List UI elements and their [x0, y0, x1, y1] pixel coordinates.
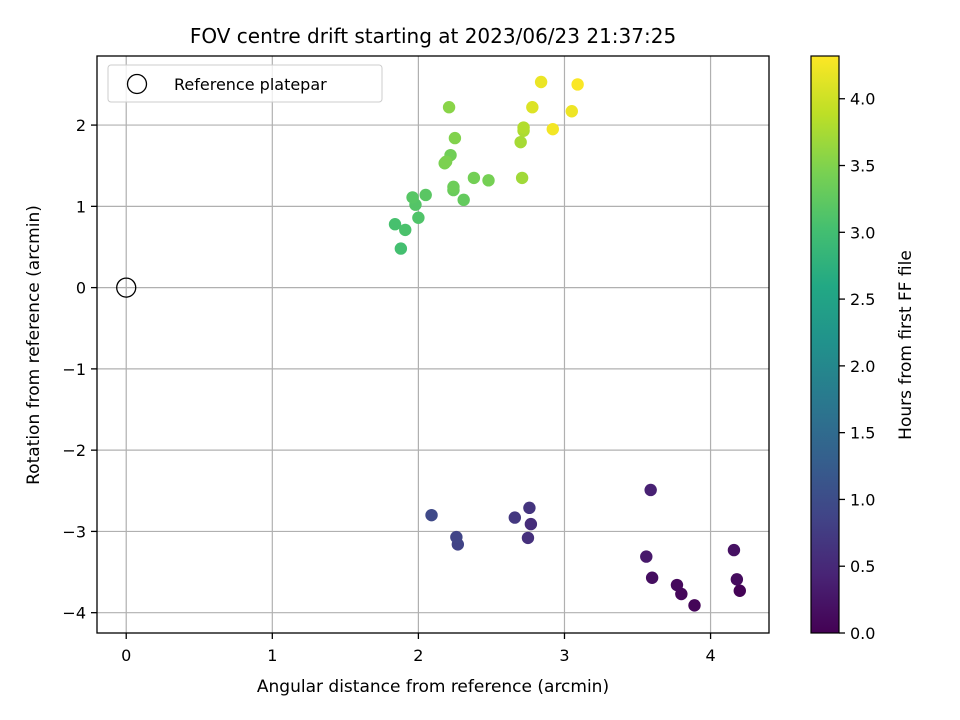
legend-label: Reference platepar [174, 75, 327, 94]
colorbar-tick-label: 3.5 [850, 157, 875, 176]
data-point [394, 242, 408, 255]
data-point [730, 573, 744, 586]
data-points [388, 75, 746, 612]
data-point [645, 571, 659, 584]
colorbar-tick-label: 0.0 [850, 624, 875, 643]
data-point [571, 78, 584, 91]
x-tick-label: 3 [559, 646, 569, 665]
data-point [399, 223, 412, 237]
data-point [442, 100, 456, 114]
data-point [526, 100, 539, 114]
data-point [688, 599, 701, 612]
y-axis-label: Rotation from reference (arcmin) [24, 205, 44, 485]
x-tick-label: 4 [705, 646, 715, 665]
data-point [534, 75, 548, 89]
colorbar-tick-label: 2.0 [850, 357, 875, 376]
data-point [457, 193, 470, 207]
data-point [521, 531, 535, 545]
data-point [524, 517, 538, 531]
data-point [644, 483, 657, 497]
chart-title: FOV centre drift starting at 2023/06/23 … [190, 24, 676, 48]
y-tick-label: 2 [76, 116, 86, 135]
data-point [419, 188, 432, 202]
data-point [425, 508, 438, 522]
legend: Reference platepar [107, 64, 383, 103]
data-point [565, 105, 578, 118]
data-point [439, 155, 453, 168]
colorbar-label: Hours from first FF file [896, 250, 916, 440]
data-point [388, 218, 402, 231]
data-point [447, 180, 460, 194]
legend-box [107, 64, 383, 103]
data-point [450, 530, 463, 544]
x-tick-label: 0 [121, 646, 131, 665]
data-point [515, 171, 529, 185]
data-point [467, 171, 481, 185]
x-axis-label: Angular distance from reference (arcmin) [257, 677, 609, 697]
plot-frame [96, 55, 770, 634]
data-point [640, 550, 653, 563]
colorbar-tick-label: 3.0 [850, 223, 875, 242]
y-tick-label: −1 [62, 360, 86, 379]
reference-marker-layer [116, 277, 137, 298]
data-point [733, 584, 746, 597]
data-point [546, 122, 559, 136]
data-point [670, 578, 684, 592]
grid [97, 56, 769, 633]
colorbar-ticks: 0.0 0.5 1.0 1.5 2.0 2.5 3.0 3.5 4.0 [839, 90, 875, 643]
axis-ticks: 0 1 2 3 4 −4 −3 −2 −1 0 1 2 [62, 116, 715, 665]
data-point [508, 511, 522, 524]
x-tick-label: 2 [413, 646, 423, 665]
colorbar-tick-label: 1.5 [850, 424, 875, 443]
reference-platepar-marker [116, 277, 137, 298]
legend-open-circle-marker [126, 73, 148, 95]
colorbar-frame [810, 55, 840, 634]
data-point [514, 135, 527, 149]
y-tick-label: −2 [62, 441, 86, 460]
colorbar: 0.0 0.5 1.0 1.5 2.0 2.5 3.0 3.5 4.0 Hours from f… [810, 55, 916, 643]
y-tick-label: 1 [76, 197, 86, 216]
data-point [448, 131, 462, 145]
data-point [406, 191, 419, 204]
data-point [482, 174, 495, 187]
data-point [412, 211, 425, 224]
y-tick-label: 0 [76, 279, 86, 298]
y-tick-label: −4 [62, 604, 86, 623]
data-point [517, 121, 530, 134]
colorbar-tick-label: 2.5 [850, 290, 875, 309]
x-tick-label: 1 [267, 646, 277, 665]
colorbar-tick-label: 4.0 [850, 90, 875, 109]
y-tick-label: −3 [62, 522, 86, 541]
colorbar-gradient [811, 56, 839, 633]
colorbar-tick-label: 1.0 [850, 490, 875, 509]
colorbar-tick-label: 0.5 [850, 557, 875, 576]
data-point [523, 501, 536, 515]
data-point [727, 543, 741, 557]
